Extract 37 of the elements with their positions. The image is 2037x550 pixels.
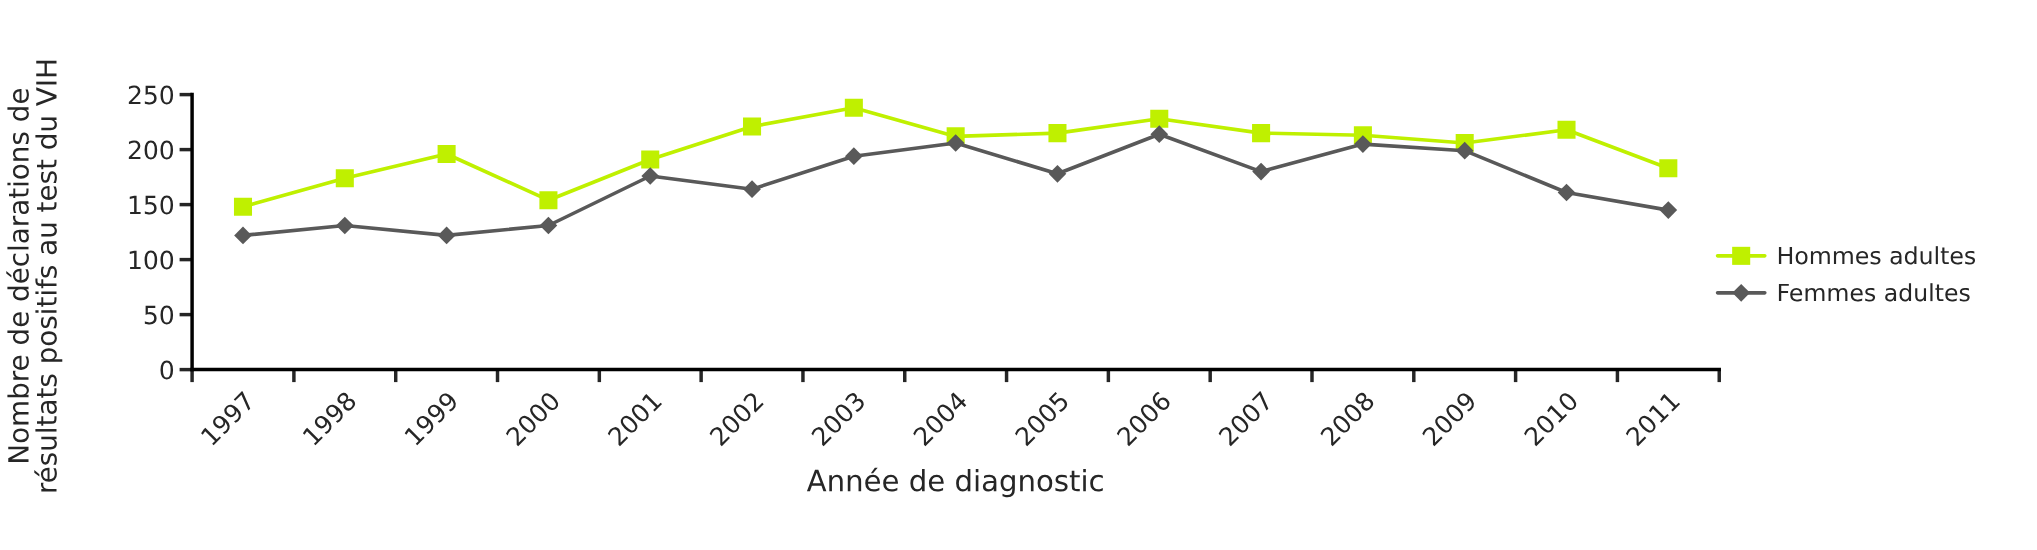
point <box>946 134 965 152</box>
y-tick-label: 0 <box>160 360 174 380</box>
y-tick-label: 200 <box>128 140 174 160</box>
point <box>641 167 660 185</box>
legend-label: Hommes adultes <box>1778 246 1976 265</box>
point <box>1659 159 1678 178</box>
point <box>641 150 660 169</box>
point <box>1252 124 1271 143</box>
point <box>845 147 863 166</box>
point <box>437 144 456 164</box>
y-tick-label: 250 <box>128 85 174 105</box>
point <box>1557 120 1576 139</box>
point <box>1150 125 1169 144</box>
point <box>234 226 252 245</box>
point <box>233 197 253 216</box>
point <box>539 216 558 235</box>
point <box>437 226 456 245</box>
y-tick-label: 100 <box>129 250 174 270</box>
point <box>1048 124 1067 143</box>
point <box>1048 164 1067 183</box>
point <box>1557 183 1576 202</box>
y-tick-label: 150 <box>129 195 174 215</box>
point <box>539 191 558 210</box>
point <box>844 98 863 117</box>
point <box>743 180 761 199</box>
point <box>1252 162 1270 181</box>
x-axis-title: Année de diagnostic <box>806 467 1103 498</box>
y-axis-title: Nombre de déclarations de résultats positifs au test du VIH <box>6 60 63 492</box>
point <box>1150 109 1169 128</box>
point <box>1455 141 1474 160</box>
point <box>335 169 354 188</box>
point <box>743 117 762 136</box>
point <box>1659 201 1678 219</box>
point <box>335 216 354 235</box>
legend-label: Femmes adultes <box>1778 283 1970 302</box>
point <box>1354 135 1372 153</box>
y-tick-label: 50 <box>144 305 174 325</box>
